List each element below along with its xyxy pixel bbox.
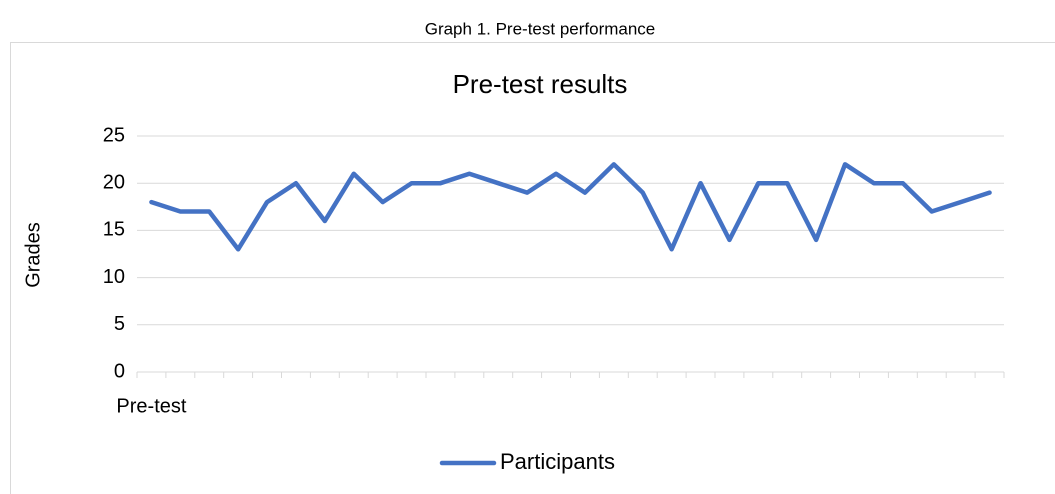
x-tick-label: Pre-test — [116, 395, 186, 417]
y-tick-label: 10 — [103, 266, 125, 288]
series-line — [149, 162, 992, 252]
y-tick-label: 5 — [114, 313, 125, 335]
y-tick-label: 0 — [114, 360, 125, 382]
caption: Graph 1. Pre-test performance — [425, 19, 656, 38]
y-tick-label: 20 — [103, 171, 125, 193]
y-tick-label: 25 — [103, 124, 125, 146]
legend-label: Participants — [500, 449, 615, 474]
y-tick-label: 15 — [103, 219, 125, 241]
chart-title: Pre-test results — [453, 69, 628, 99]
y-axis-label: Grades — [22, 222, 44, 288]
chart-frame — [10, 42, 1055, 494]
